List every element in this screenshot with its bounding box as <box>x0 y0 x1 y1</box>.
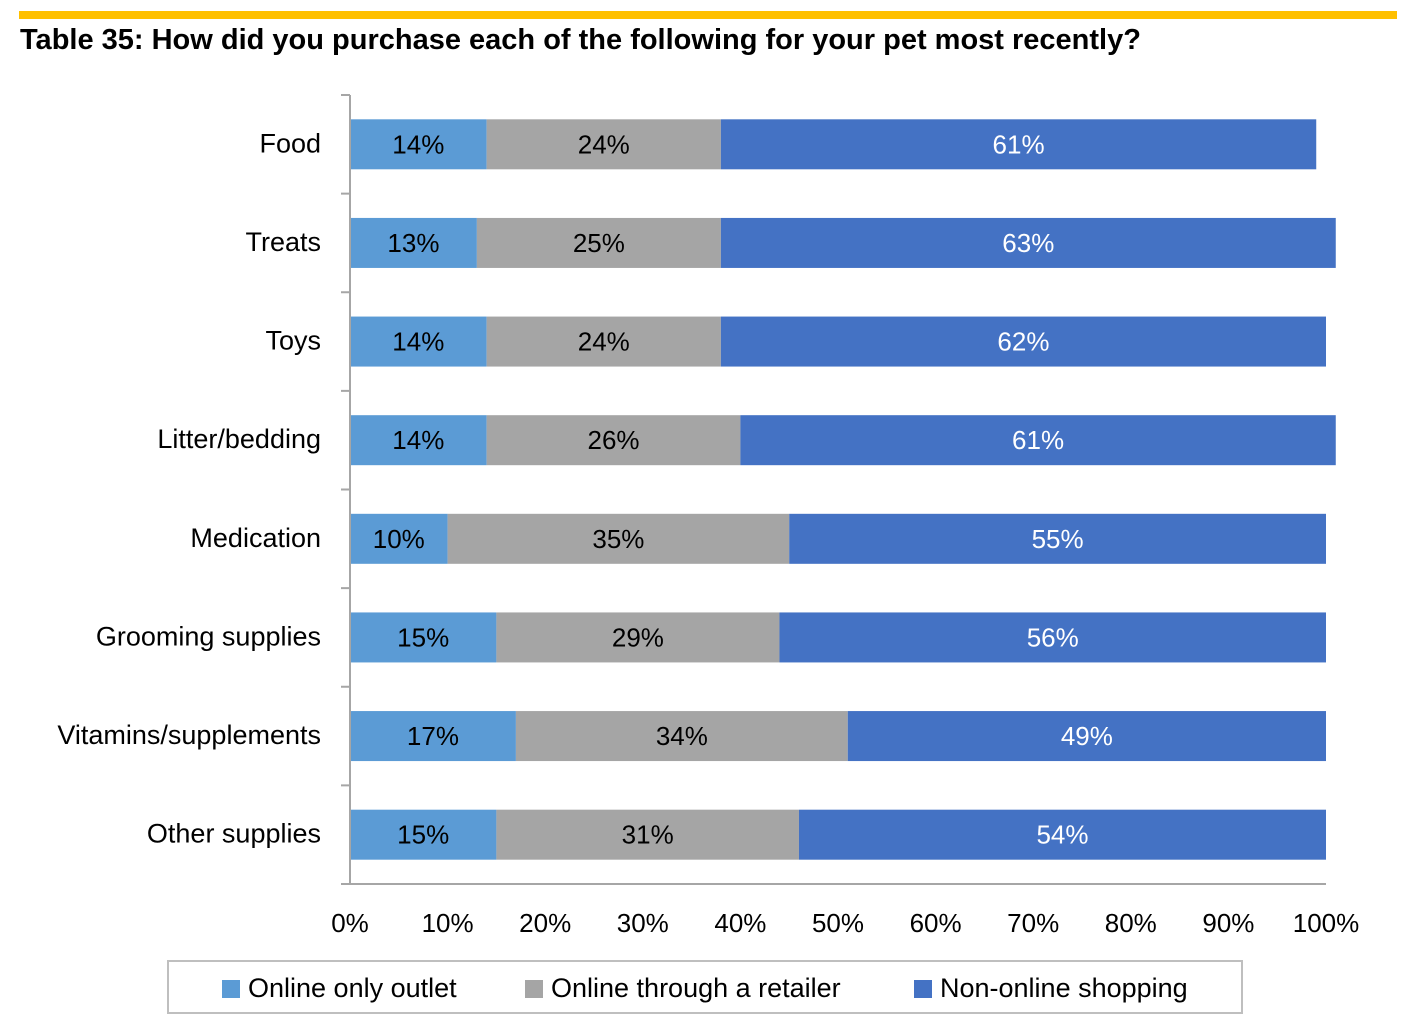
bar-medication-series-2 <box>789 513 1326 564</box>
data-label-toys-series-1: 24% <box>578 327 630 357</box>
data-label-treats-series-0: 13% <box>387 228 439 258</box>
data-label-toys-series-2: 62% <box>997 327 1049 357</box>
legend-label-online-retailer: Online through a retailer <box>551 973 841 1003</box>
legend-label-non-online: Non-online shopping <box>940 973 1188 1003</box>
legend-label-online-only: Online only outlet <box>248 973 457 1003</box>
data-label-litter-bedding-series-0: 14% <box>392 425 444 455</box>
data-label-treats-series-1: 25% <box>573 228 625 258</box>
category-label-vitamins-supplements: Vitamins/supplements <box>57 720 321 750</box>
chart-title: Table 35: How did you purchase each of t… <box>20 24 1141 56</box>
data-label-litter-bedding-series-2: 61% <box>1012 425 1064 455</box>
bar-vitamins-supplements-series-0 <box>350 711 516 762</box>
legend: Online only outlet Online through a reta… <box>167 960 1243 1014</box>
category-label-other-supplies: Other supplies <box>147 819 321 849</box>
data-label-other-supplies-series-0: 15% <box>397 820 449 850</box>
data-label-litter-bedding-series-1: 26% <box>587 425 639 455</box>
x-tick-label: 70% <box>1007 908 1059 938</box>
bar-food-series-1 <box>486 119 721 170</box>
legend-swatch-non-online <box>914 979 932 998</box>
data-label-medication-series-1: 35% <box>592 524 644 554</box>
bar-food-series-2 <box>720 119 1317 170</box>
bar-medication-series-0 <box>350 513 448 564</box>
bar-toys-series-0 <box>350 316 487 367</box>
data-label-food-series-1: 24% <box>578 129 630 159</box>
data-label-food-series-2: 61% <box>993 129 1045 159</box>
bar-litter-bedding-series-1 <box>486 415 741 466</box>
bar-litter-bedding-series-0 <box>350 415 487 466</box>
x-tick-label: 90% <box>1202 908 1254 938</box>
bar-other-supplies-series-1 <box>496 809 799 860</box>
bar-grooming-supplies-series-2 <box>779 612 1326 663</box>
data-label-medication-series-0: 10% <box>373 524 425 554</box>
x-tick-label: 80% <box>1105 908 1157 938</box>
category-label-toys: Toys <box>265 326 321 356</box>
legend-swatch-online-only <box>222 979 240 998</box>
bar-grooming-supplies-series-1 <box>496 612 780 663</box>
x-tick-label: 0% <box>331 908 369 938</box>
bar-toys-series-2 <box>720 316 1326 367</box>
bar-vitamins-supplements-series-1 <box>515 711 848 762</box>
x-tick-label: 100% <box>1293 908 1360 938</box>
data-label-other-supplies-series-2: 54% <box>1036 820 1088 850</box>
bar-other-supplies-series-2 <box>798 809 1326 860</box>
category-label-litter-bedding: Litter/bedding <box>157 424 321 454</box>
legend-swatch-online-retailer <box>525 979 543 998</box>
bar-treats-series-0 <box>350 217 477 268</box>
data-label-vitamins-supplements-series-2: 49% <box>1061 721 1113 751</box>
x-tick-label: 50% <box>812 908 864 938</box>
bar-vitamins-supplements-series-2 <box>847 711 1326 762</box>
category-label-food: Food <box>259 128 321 158</box>
bar-toys-series-1 <box>486 316 721 367</box>
legend-item-non-online: Non-online shopping <box>914 973 1188 1004</box>
stacked-bar-chart: 14% 24% 61% Food 13% 25% 63% Treats 14% 24% 62% Toy… <box>57 94 1360 938</box>
x-tick-label: 20% <box>519 908 571 938</box>
x-tick-label: 40% <box>714 908 766 938</box>
bar-other-supplies-series-0 <box>350 809 497 860</box>
data-label-vitamins-supplements-series-0: 17% <box>407 721 459 751</box>
top-accent-rule <box>19 11 1397 19</box>
x-tick-label: 10% <box>422 908 474 938</box>
category-label-medication: Medication <box>190 523 321 553</box>
data-label-toys-series-0: 14% <box>392 327 444 357</box>
legend-item-online-retailer: Online through a retailer <box>525 973 841 1004</box>
category-label-grooming-supplies: Grooming supplies <box>96 621 321 651</box>
bar-treats-series-1 <box>476 217 721 268</box>
bar-litter-bedding-series-2 <box>740 415 1336 466</box>
data-label-food-series-0: 14% <box>392 129 444 159</box>
bar-food-series-0 <box>350 119 487 170</box>
data-label-medication-series-2: 55% <box>1032 524 1084 554</box>
data-label-other-supplies-series-1: 31% <box>622 820 674 850</box>
data-label-vitamins-supplements-series-1: 34% <box>656 721 708 751</box>
bar-medication-series-1 <box>447 513 790 564</box>
legend-item-online-only: Online only outlet <box>222 973 457 1004</box>
data-label-treats-series-2: 63% <box>1002 228 1054 258</box>
category-label-treats: Treats <box>245 227 321 257</box>
data-label-grooming-supplies-series-2: 56% <box>1027 622 1079 652</box>
bar-treats-series-2 <box>720 217 1336 268</box>
x-tick-label: 30% <box>617 908 669 938</box>
data-label-grooming-supplies-series-1: 29% <box>612 622 664 652</box>
x-tick-label: 60% <box>910 908 962 938</box>
data-label-grooming-supplies-series-0: 15% <box>397 622 449 652</box>
bar-grooming-supplies-series-0 <box>350 612 497 663</box>
